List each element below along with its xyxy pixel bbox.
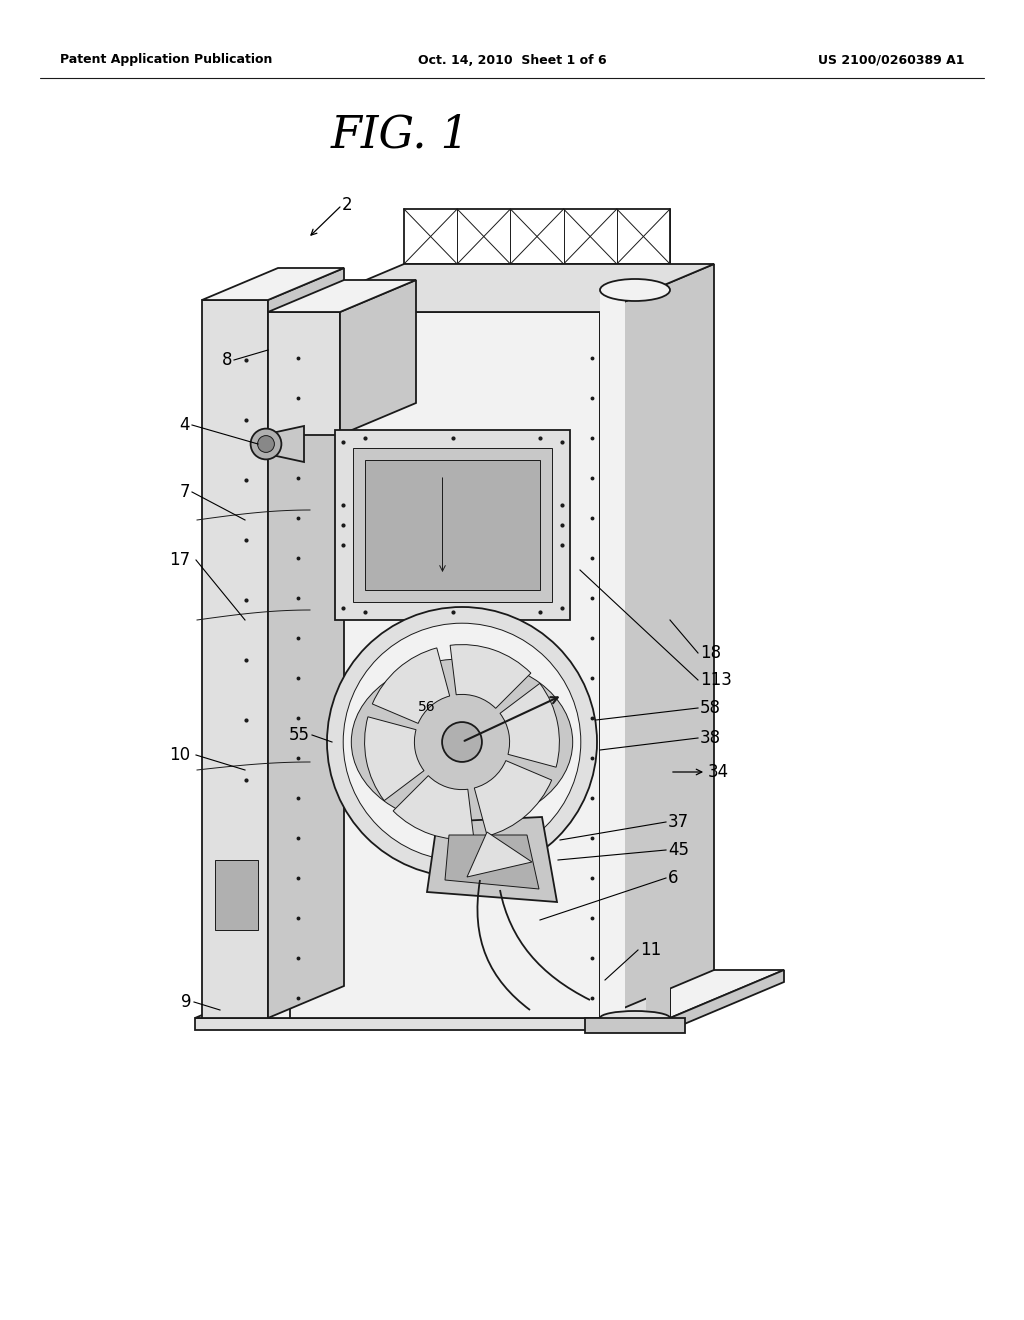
- Circle shape: [251, 429, 282, 459]
- Wedge shape: [451, 644, 530, 709]
- Text: 38: 38: [700, 729, 721, 747]
- Text: 37: 37: [668, 813, 689, 832]
- Text: 17: 17: [169, 550, 190, 569]
- Polygon shape: [290, 312, 600, 1018]
- Text: 113: 113: [700, 671, 732, 689]
- Polygon shape: [445, 836, 539, 888]
- Polygon shape: [427, 817, 557, 902]
- Ellipse shape: [600, 1011, 670, 1026]
- Text: FIG. 1: FIG. 1: [331, 114, 469, 157]
- Text: 6: 6: [668, 869, 679, 887]
- Polygon shape: [335, 430, 570, 620]
- Wedge shape: [393, 776, 474, 840]
- Wedge shape: [474, 760, 552, 836]
- Text: 56: 56: [418, 700, 436, 714]
- Wedge shape: [500, 684, 559, 767]
- Polygon shape: [340, 280, 416, 436]
- Text: 34: 34: [708, 763, 729, 781]
- Polygon shape: [202, 268, 344, 300]
- Polygon shape: [195, 970, 784, 1018]
- Text: 4: 4: [179, 416, 190, 434]
- Text: 55: 55: [289, 726, 310, 744]
- Ellipse shape: [600, 279, 670, 301]
- Text: 45: 45: [668, 841, 689, 859]
- Polygon shape: [600, 264, 714, 1018]
- Polygon shape: [600, 290, 670, 1018]
- Polygon shape: [467, 832, 532, 876]
- Polygon shape: [670, 970, 784, 1030]
- Polygon shape: [202, 300, 268, 1018]
- Text: 18: 18: [700, 644, 721, 663]
- Polygon shape: [600, 290, 625, 1018]
- Text: 8: 8: [221, 351, 232, 370]
- Text: 9: 9: [181, 993, 193, 1011]
- Wedge shape: [365, 717, 424, 801]
- Circle shape: [258, 436, 274, 453]
- Circle shape: [327, 607, 597, 876]
- Text: 58: 58: [700, 700, 721, 717]
- Text: US 2100/0260389 A1: US 2100/0260389 A1: [817, 54, 964, 66]
- Text: 7: 7: [179, 483, 190, 502]
- Polygon shape: [268, 268, 344, 1018]
- Circle shape: [442, 722, 482, 762]
- Wedge shape: [373, 648, 450, 723]
- Polygon shape: [585, 1018, 685, 1034]
- Polygon shape: [268, 312, 340, 436]
- Text: 10: 10: [169, 746, 190, 764]
- Polygon shape: [195, 1018, 670, 1030]
- Polygon shape: [268, 280, 416, 312]
- Circle shape: [343, 623, 581, 861]
- Text: Patent Application Publication: Patent Application Publication: [60, 54, 272, 66]
- Text: Oct. 14, 2010  Sheet 1 of 6: Oct. 14, 2010 Sheet 1 of 6: [418, 54, 606, 66]
- Text: 2: 2: [342, 195, 352, 214]
- Text: 11: 11: [640, 941, 662, 960]
- Polygon shape: [215, 861, 258, 931]
- Polygon shape: [258, 426, 304, 462]
- Polygon shape: [365, 459, 540, 590]
- Polygon shape: [290, 264, 714, 312]
- Polygon shape: [353, 447, 552, 602]
- Ellipse shape: [351, 659, 572, 825]
- Polygon shape: [645, 290, 670, 1018]
